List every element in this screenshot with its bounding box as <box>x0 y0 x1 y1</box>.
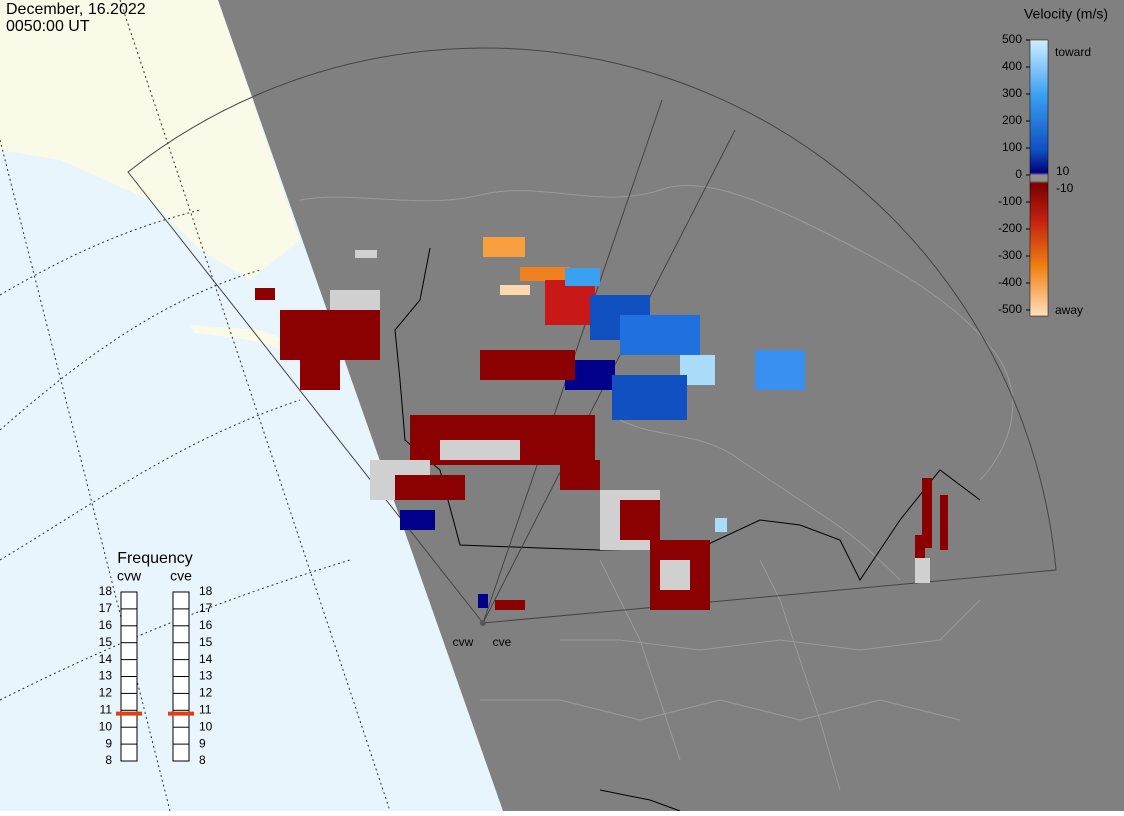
legend-tick-label: -400 <box>998 275 1022 289</box>
frequency-tick-label: 10 <box>199 719 213 733</box>
frequency-tick-label: 13 <box>199 669 213 683</box>
frequency-tick-label: 18 <box>99 584 113 598</box>
frequency-tick-label: 18 <box>199 584 213 598</box>
legend-tick-label: 0 <box>1015 167 1022 181</box>
legend-threshold-label: -10 <box>1056 181 1074 195</box>
frequency-tick-label: 11 <box>100 702 113 716</box>
radar-site <box>480 620 486 626</box>
legend-away: away <box>1055 303 1083 317</box>
legend-tick-label: 200 <box>1002 113 1022 127</box>
frequency-tick-label: 13 <box>99 669 113 683</box>
radar-name: cve <box>170 568 192 584</box>
date-label: December, 16.2022 <box>6 1 146 18</box>
frequency-tick-label: 14 <box>199 652 213 666</box>
frequency-tick-label: 10 <box>99 719 113 733</box>
legend-tick-label: 300 <box>1002 86 1022 100</box>
legend-tick-label: -100 <box>998 194 1022 208</box>
frequency-tick-label: 16 <box>199 618 213 632</box>
station-label: cve <box>493 635 512 649</box>
frequency-tick-label: 12 <box>99 686 113 700</box>
legend-tick-label: 400 <box>1002 59 1022 73</box>
frequency-tick-label: 9 <box>199 736 206 750</box>
frequency-tick-label: 17 <box>199 601 213 615</box>
radar-name: cvw <box>117 568 142 584</box>
legend-threshold-label: 10 <box>1056 164 1070 178</box>
frequency-tick-label: 8 <box>199 753 206 767</box>
legend-title: Velocity (m/s) <box>1024 6 1108 22</box>
frequency-tick-label: 8 <box>105 753 112 767</box>
frequency-title: Frequency <box>117 550 193 567</box>
time-label: 0050:00 UT <box>6 18 90 35</box>
peninsula <box>190 325 300 355</box>
legend-tick-label: 500 <box>1002 32 1022 46</box>
frequency-tick-label: 11 <box>199 702 212 716</box>
frequency-tick-label: 14 <box>99 652 113 666</box>
frequency-tick-label: 15 <box>99 635 113 649</box>
station-label: cvw <box>453 635 474 649</box>
legend-tick-label: 100 <box>1002 140 1022 154</box>
legend-tick-label: -500 <box>998 302 1022 316</box>
frequency-tick-label: 16 <box>99 618 113 632</box>
legend-tick-label: -300 <box>998 248 1022 262</box>
frequency-tick-label: 15 <box>199 635 213 649</box>
coastlines <box>299 185 1014 791</box>
velocity-cells <box>255 237 948 610</box>
latitude-grid <box>0 0 391 812</box>
frequency-tick-label: 12 <box>199 686 213 700</box>
color-scale <box>1029 39 1049 317</box>
frequency-tick-label: 17 <box>99 601 113 615</box>
legend-toward: toward <box>1055 45 1091 59</box>
frequency-tick-label: 9 <box>105 736 112 750</box>
land <box>0 0 300 280</box>
legend-tick-label: -200 <box>998 221 1022 235</box>
